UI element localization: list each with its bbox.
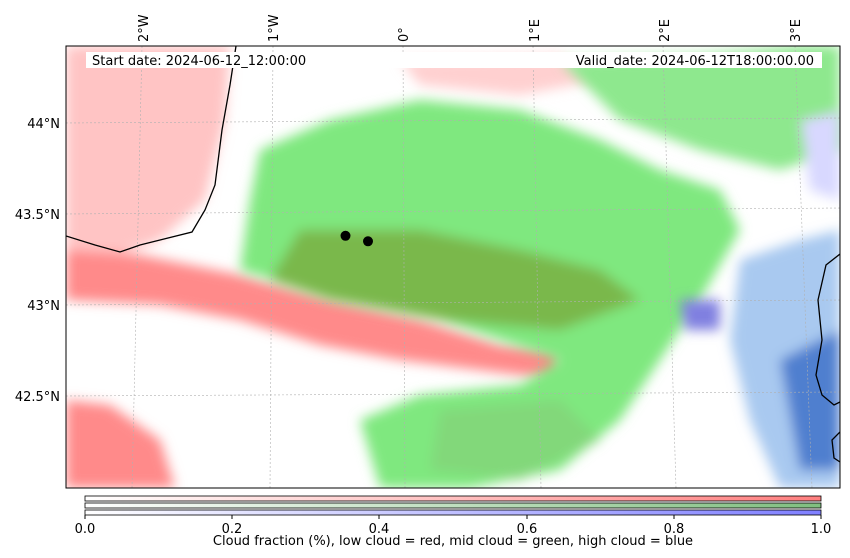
map-panel[interactable] — [66, 46, 840, 488]
colorbar-tick-label: 0.0 — [75, 522, 96, 537]
map-gridlines — [66, 46, 840, 488]
location-marker[interactable] — [340, 230, 351, 241]
lon-tick-label: 1°E — [528, 19, 543, 42]
mid-cloud-layer — [240, 46, 840, 488]
colorbar-low-strip — [84, 495, 822, 502]
colorbar-label: Cloud fraction (%), low cloud = red, mid… — [213, 534, 693, 549]
lon-tick-label: 0° — [397, 27, 412, 42]
longitude-tick-labels: 2°W 1°W 0° 1°E 2°E 3°E — [137, 14, 804, 42]
colorbar-mid-strip — [84, 502, 822, 509]
lon-tick-label: 1°W — [267, 14, 282, 42]
colorbar: 0.0 0.2 0.4 0.6 0.8 1.0 Cloud fraction (… — [75, 495, 832, 549]
latitude-tick-labels: 44°N 43.5°N 43°N 42.5°N — [15, 117, 60, 405]
lat-tick-label: 43.5°N — [15, 208, 60, 223]
colorbar-tick-label: 0.4 — [369, 522, 390, 537]
lat-tick-label: 42.5°N — [15, 390, 60, 405]
map-frame — [65, 45, 841, 489]
colorbar-high-strip — [84, 509, 822, 516]
high-cloud-layer — [680, 110, 840, 488]
start-date-label: Start date: 2024-06-12_12:00:00 — [92, 54, 306, 69]
lon-tick-label: 2°E — [658, 19, 673, 42]
lat-tick-label: 44°N — [27, 117, 60, 132]
colorbar-tick-label: 0.8 — [664, 522, 685, 537]
colorbar-tick-label: 0.6 — [517, 522, 538, 537]
valid-date-label: Valid_date: 2024-06-12T18:00:00.00 — [576, 54, 814, 69]
colorbar-tick-label: 1.0 — [811, 522, 832, 537]
coastline — [66, 46, 840, 463]
colorbar-ticks — [84, 515, 822, 519]
lat-tick-label: 43°N — [27, 299, 60, 314]
low-cloud-layer — [66, 46, 640, 488]
lon-tick-label: 3°E — [789, 19, 804, 42]
lon-tick-label: 2°W — [137, 14, 152, 42]
location-markers — [340, 230, 373, 247]
colorbar-tick-label: 0.2 — [222, 522, 243, 537]
location-marker[interactable] — [363, 236, 373, 247]
